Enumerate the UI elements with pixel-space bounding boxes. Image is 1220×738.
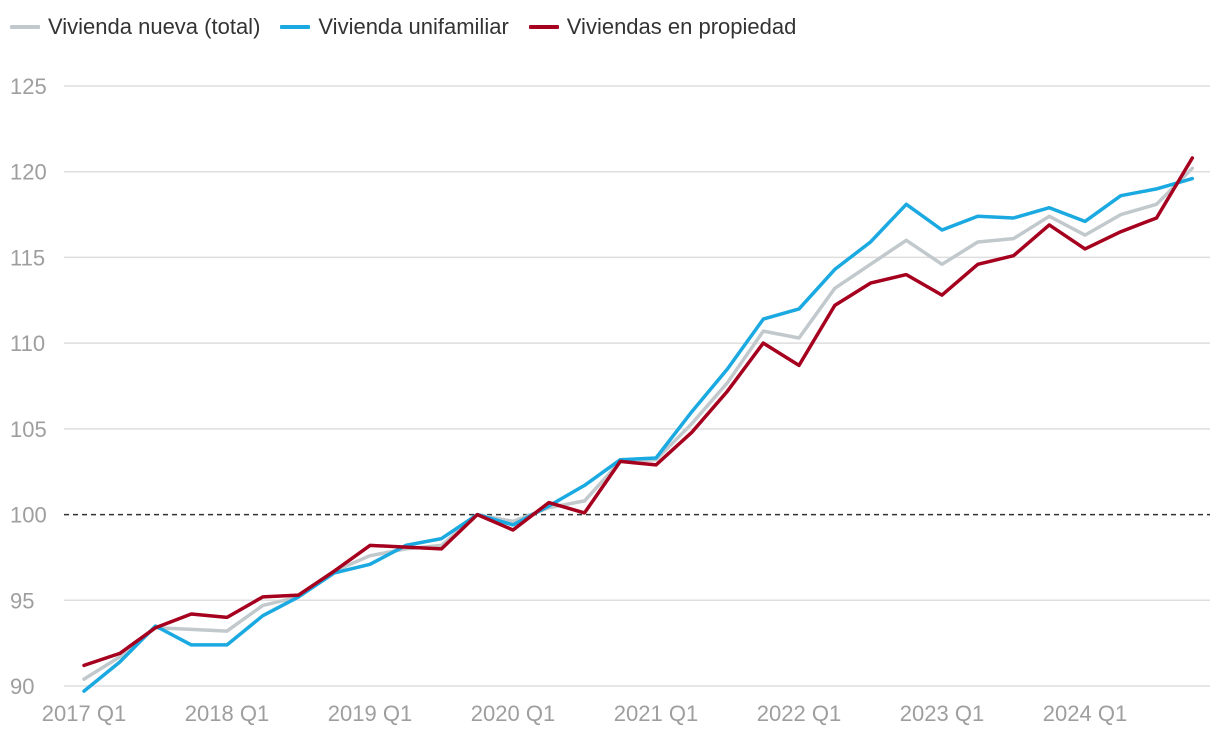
x-tick-label: 2021 Q1 xyxy=(614,701,698,726)
y-tick-label: 95 xyxy=(10,588,34,613)
legend-label-total: Vivienda nueva (total) xyxy=(48,14,261,39)
y-tick-label: 110 xyxy=(10,331,45,356)
x-tick-label: 2019 Q1 xyxy=(328,701,412,726)
y-tick-label: 120 xyxy=(10,160,47,185)
y-tick-label: 105 xyxy=(10,417,47,442)
legend-label-unifamiliar: Vivienda unifamiliar xyxy=(318,14,509,39)
series-lines xyxy=(82,156,1195,693)
gridlines xyxy=(64,85,1210,687)
x-tick-label: 2020 Q1 xyxy=(471,701,555,726)
legend: Vivienda nueva (total) Vivienda unifamil… xyxy=(10,14,796,40)
x-axis: 2017 Q1 2018 Q1 2019 Q1 2020 Q1 2021 Q1 2022 … xyxy=(42,701,1127,726)
y-tick-label: 125 xyxy=(10,74,47,99)
x-tick-label: 2018 Q1 xyxy=(185,701,269,726)
series-line-2 xyxy=(82,156,1195,668)
series-line-1 xyxy=(82,176,1195,693)
x-tick-label: 2024 Q1 xyxy=(1043,701,1127,726)
x-tick-label: 2017 Q1 xyxy=(42,701,126,726)
y-tick-label: 90 xyxy=(10,674,34,699)
x-tick-label: 2022 Q1 xyxy=(757,701,841,726)
y-tick-label: 115 xyxy=(10,245,45,270)
y-tick-label: 100 xyxy=(10,503,47,528)
legend-item-propiedad: Viviendas en propiedad xyxy=(528,14,797,40)
legend-swatch-propiedad xyxy=(528,25,559,29)
legend-label-propiedad: Viviendas en propiedad xyxy=(566,14,797,39)
legend-swatch-unifamiliar xyxy=(280,25,311,29)
x-tick-label: 2023 Q1 xyxy=(900,701,984,726)
y-axis: 90 95 100 105 110 115 120 125 xyxy=(10,74,47,699)
legend-item-unifamiliar: Vivienda unifamiliar xyxy=(280,14,509,40)
legend-swatch-total xyxy=(10,25,40,29)
legend-item-total: Vivienda nueva (total) xyxy=(10,14,260,40)
